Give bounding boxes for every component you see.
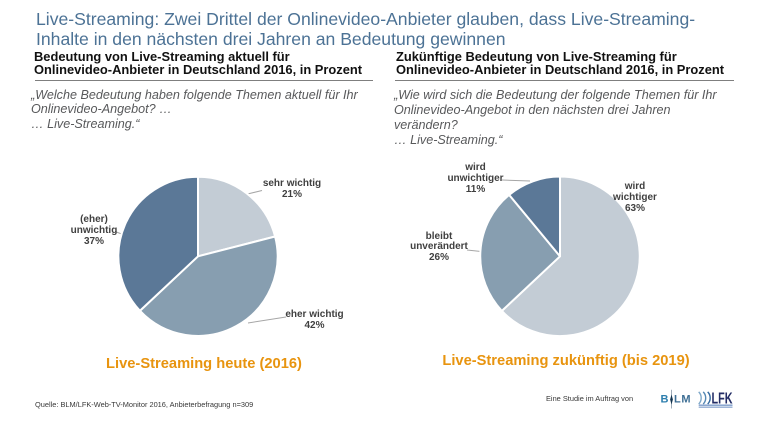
svg-text:B: B (661, 393, 669, 405)
svg-text:LM: LM (674, 393, 691, 405)
svg-text:LFK: LFK (712, 391, 733, 408)
